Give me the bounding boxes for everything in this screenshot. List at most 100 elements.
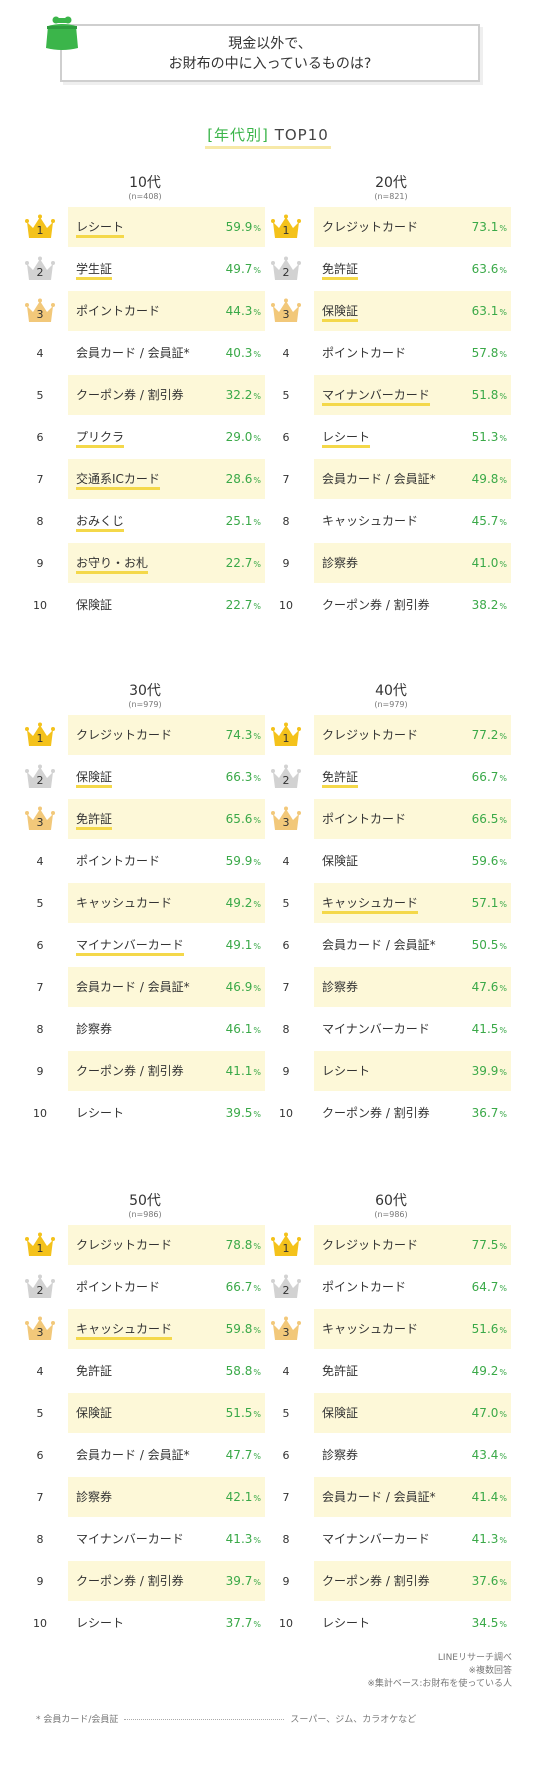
- item-cell: ポイントカード 66.5%: [314, 799, 511, 839]
- rank-label: 8: [282, 514, 290, 528]
- rank-number: 2: [271, 248, 301, 290]
- item-label: クーポン券 / 割引券: [76, 1574, 184, 1588]
- percentage-value: 47.0: [471, 1406, 499, 1420]
- item-percentage: 77.5%: [472, 1237, 507, 1255]
- percent-unit: %: [253, 1326, 261, 1335]
- item-label: マイナンバーカード: [76, 1532, 184, 1546]
- footnote-desc: スーパー、ジム、カラオケなど: [290, 1715, 417, 1725]
- ranking-row: 8 診察券 46.1%: [25, 1008, 265, 1050]
- item-label: お守り・お札: [76, 555, 149, 574]
- rank-label: 2: [282, 266, 290, 279]
- percent-unit: %: [499, 1110, 507, 1119]
- percentage-value: 57.1: [471, 896, 499, 910]
- rank-number: 4: [271, 840, 301, 882]
- item-percentage: 40.3%: [226, 345, 261, 363]
- rank-number: 5: [271, 374, 301, 416]
- rank-label: 5: [282, 388, 290, 402]
- rank-number: 7: [271, 966, 301, 1008]
- item-label: クレジットカード: [76, 728, 173, 742]
- item-percentage: 50.5%: [472, 937, 507, 955]
- sample-size: (n=986): [374, 1210, 408, 1219]
- item-label: 診察券: [76, 1022, 113, 1036]
- rank-label: 5: [36, 896, 44, 910]
- ranking-row: 7 会員カード / 会員証* 41.4%: [271, 1476, 511, 1518]
- rank-number: 10: [271, 584, 301, 626]
- rank-label: 10: [279, 1106, 293, 1120]
- percent-unit: %: [253, 1536, 261, 1545]
- item-cell: クレジットカード 74.3%: [68, 715, 265, 755]
- rank-label: 1: [36, 1242, 44, 1255]
- item-cell: キャッシュカード 49.2%: [68, 883, 265, 923]
- item-percentage: 57.1%: [472, 895, 507, 913]
- rank-number: 1: [25, 1224, 55, 1266]
- percentage-value: 59.9: [225, 854, 253, 868]
- item-percentage: 63.6%: [472, 261, 507, 279]
- item-percentage: 41.5%: [472, 1021, 507, 1039]
- rank-label: 10: [33, 1106, 47, 1120]
- percent-unit: %: [499, 1368, 507, 1377]
- percentage-value: 47.7: [225, 1448, 253, 1462]
- footnote-leader: [124, 1719, 285, 1720]
- rank-number: 3: [271, 290, 301, 332]
- rank-label: 2: [282, 1284, 290, 1297]
- rank-number: 2: [25, 248, 55, 290]
- item-cell: ポイントカード 64.7%: [314, 1267, 511, 1307]
- percentage-value: 59.9: [225, 220, 253, 234]
- base-note: ※集計ベース:お財布を使っている人: [367, 1679, 512, 1689]
- item-label: 会員カード / 会員証*: [76, 980, 190, 994]
- item-label: レシート: [76, 219, 125, 238]
- percent-unit: %: [499, 350, 507, 359]
- ranking-row: 2 免許証 63.6%: [271, 248, 511, 290]
- rank-number: 9: [271, 542, 301, 584]
- rank-number: 3: [25, 290, 55, 332]
- percentage-value: 77.5: [471, 1238, 499, 1252]
- item-cell: 免許証 63.6%: [314, 249, 511, 289]
- item-cell: クーポン券 / 割引券 36.7%: [314, 1093, 511, 1133]
- percentage-value: 59.6: [471, 854, 499, 868]
- item-cell: 保険証 51.5%: [68, 1393, 265, 1433]
- item-cell: クーポン券 / 割引券 38.2%: [314, 585, 511, 625]
- rank-label: 1: [282, 224, 290, 237]
- percentage-value: 41.0: [471, 556, 499, 570]
- rank-number: 6: [25, 1434, 55, 1476]
- crown-icon: 3: [271, 806, 301, 832]
- item-cell: レシート 59.9%: [68, 207, 265, 247]
- item-percentage: 43.4%: [472, 1447, 507, 1465]
- percentage-value: 22.7: [225, 598, 253, 612]
- item-percentage: 41.4%: [472, 1489, 507, 1507]
- rank-label: 5: [282, 896, 290, 910]
- crown-icon: 1: [25, 214, 55, 240]
- rank-label: 5: [36, 1406, 44, 1420]
- percentage-value: 73.1: [471, 220, 499, 234]
- ranking-row: 3 免許証 65.6%: [25, 798, 265, 840]
- item-cell: 診察券 43.4%: [314, 1435, 511, 1475]
- rank-label: 4: [36, 346, 44, 360]
- sample-size: (n=986): [128, 1210, 162, 1219]
- percentage-value: 41.3: [225, 1532, 253, 1546]
- percentage-value: 37.7: [225, 1616, 253, 1630]
- item-label: 免許証: [76, 1364, 113, 1378]
- item-label: ポイントカード: [322, 1280, 407, 1294]
- percentage-value: 42.1: [225, 1490, 253, 1504]
- item-label: プリクラ: [76, 429, 125, 448]
- item-percentage: 22.7%: [226, 555, 261, 573]
- item-label: クレジットカード: [322, 1238, 419, 1252]
- rank-number: 4: [271, 332, 301, 374]
- ranking-row: 6 会員カード / 会員証* 47.7%: [25, 1434, 265, 1476]
- item-percentage: 45.7%: [472, 513, 507, 531]
- title-box: 現金以外で、 お財布の中に入っているものは?: [60, 24, 480, 82]
- item-cell: マイナンバーカード 49.1%: [68, 925, 265, 965]
- item-cell: クレジットカード 78.8%: [68, 1225, 265, 1265]
- percent-unit: %: [253, 350, 261, 359]
- rank-label: 10: [33, 1616, 47, 1630]
- crown-icon: 2: [271, 1274, 301, 1300]
- rank-number: 5: [25, 1392, 55, 1434]
- rank-label: 7: [282, 1490, 290, 1504]
- item-label: マイナンバーカード: [322, 1022, 430, 1036]
- percent-unit: %: [253, 1578, 261, 1587]
- percentage-value: 36.7: [471, 1106, 499, 1120]
- percent-unit: %: [499, 1494, 507, 1503]
- item-cell: 診察券 47.6%: [314, 967, 511, 1007]
- item-cell: 保険証 59.6%: [314, 841, 511, 881]
- ranking-row: 3 ポイントカード 44.3%: [25, 290, 265, 332]
